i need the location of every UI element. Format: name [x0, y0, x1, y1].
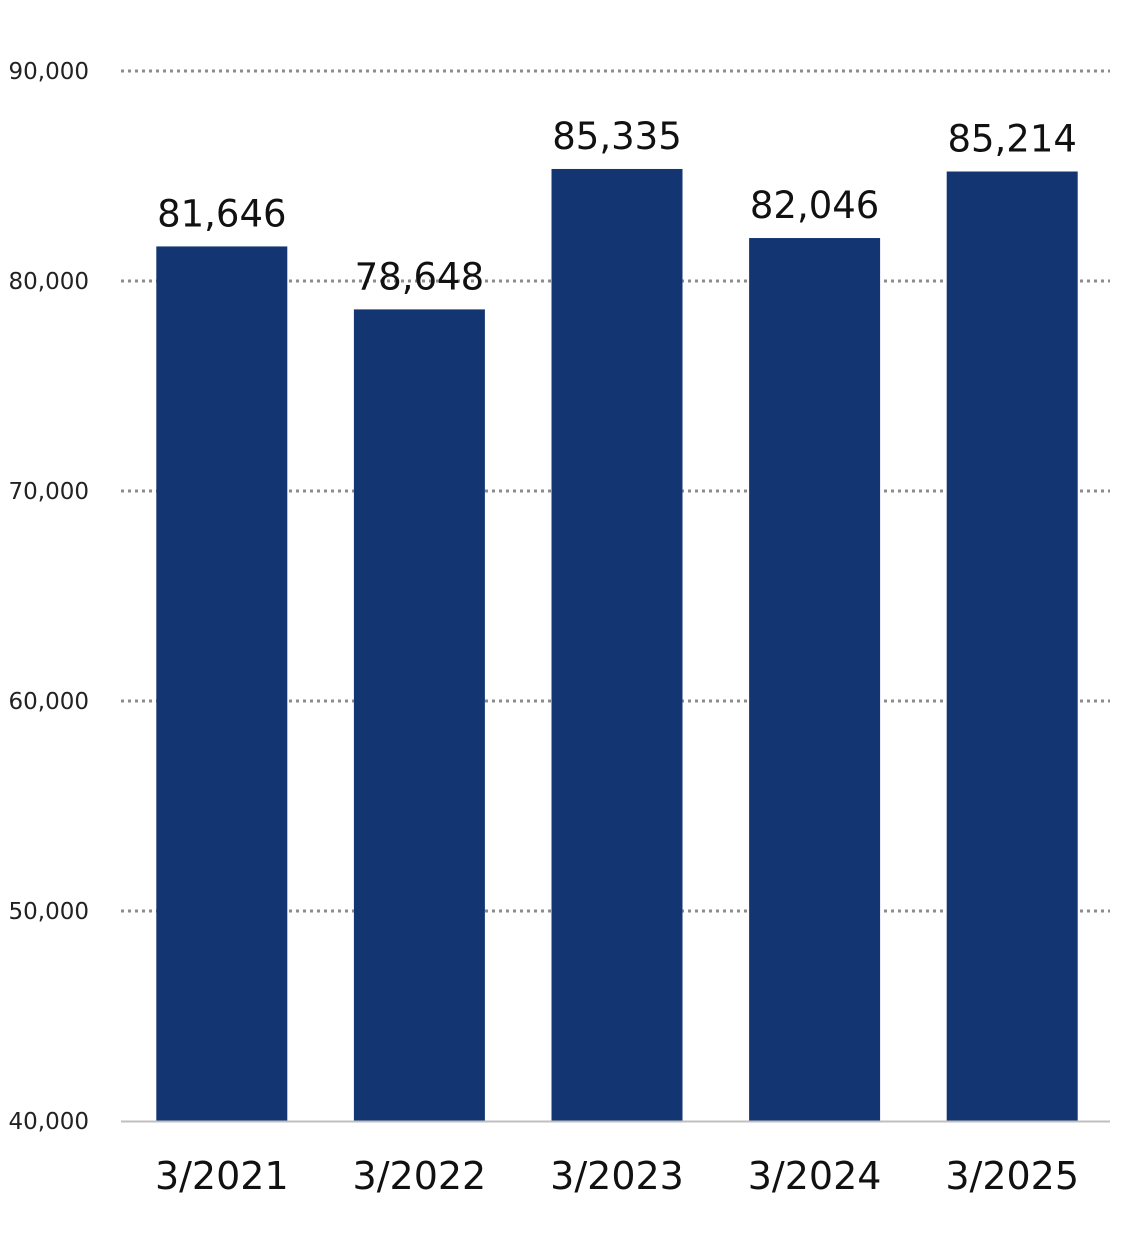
y-axis-tick-labels: 40,000 50,000 60,000 70,000 80,000 90,000: [9, 59, 89, 1135]
x-axis-category-labels: 3/2021 3/2022 3/2023 3/2024 3/2025: [155, 1154, 1079, 1198]
data-label: 85,214: [947, 118, 1076, 161]
x-tick-label: 3/2023: [550, 1154, 684, 1198]
x-tick-label: 3/2024: [748, 1154, 882, 1198]
x-tick-label: 3/2025: [945, 1154, 1079, 1198]
data-label: 81,646: [157, 192, 286, 235]
y-tick-label: 50,000: [9, 899, 89, 925]
y-tick-label: 60,000: [9, 689, 89, 715]
x-tick-label: 3/2021: [155, 1154, 289, 1198]
data-labels: 81,646 78,648 85,335 82,046 85,214: [157, 115, 1077, 298]
bars: [156, 168, 1078, 1122]
y-tick-label: 40,000: [9, 1109, 89, 1135]
bar: [156, 246, 288, 1121]
data-label: 82,046: [750, 184, 879, 227]
data-label: 85,335: [552, 115, 681, 158]
bar: [946, 171, 1078, 1122]
x-tick-label: 3/2022: [353, 1154, 487, 1198]
y-tick-label: 80,000: [9, 269, 89, 295]
y-tick-label: 70,000: [9, 479, 89, 505]
y-tick-label: 90,000: [9, 59, 89, 85]
bar: [551, 168, 683, 1122]
bar: [749, 238, 881, 1121]
bar: [353, 309, 485, 1122]
data-label: 78,648: [355, 255, 484, 298]
